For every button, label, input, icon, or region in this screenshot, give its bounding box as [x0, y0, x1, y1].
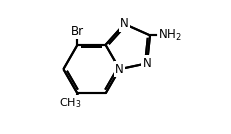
- Text: N: N: [119, 17, 128, 30]
- Text: N: N: [115, 63, 123, 76]
- Text: Br: Br: [71, 25, 84, 38]
- Text: N: N: [142, 57, 151, 70]
- Text: N: N: [119, 17, 128, 30]
- Text: CH$_3$: CH$_3$: [59, 96, 81, 110]
- Text: NH$_2$: NH$_2$: [158, 28, 181, 43]
- Text: CH$_3$: CH$_3$: [59, 96, 81, 110]
- Text: Br: Br: [71, 25, 84, 38]
- Text: NH$_2$: NH$_2$: [158, 28, 181, 43]
- Text: N: N: [115, 63, 123, 76]
- Text: N: N: [142, 57, 151, 70]
